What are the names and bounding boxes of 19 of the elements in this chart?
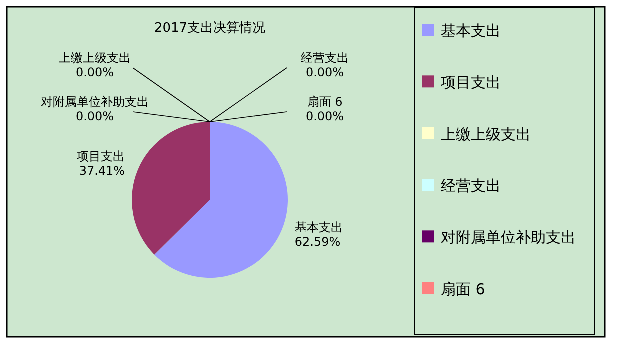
category-label: 经营支出 [301,51,349,65]
category-label: 扇面 6 [307,95,343,109]
legend-label: 经营支出 [441,177,501,195]
legend-label: 基本支出 [441,22,501,40]
data-label: 37.41% [79,164,126,178]
slice-label: 基本支出 [294,220,343,234]
legend-label: 项目支出 [441,74,501,92]
text: 2017支出决算情况 [154,21,266,36]
text: 0.00% [306,109,344,124]
text: 0.00% [76,65,114,80]
text: 0.00% [306,65,344,80]
legend-label: 扇面 6 [441,280,486,298]
legend-label: 对附属单位补助支出 [441,228,576,247]
legend-label: 上缴上级支出 [441,125,531,144]
slice-label: 项目支出 [77,150,126,164]
category-label: 对附属单位补助支出 [41,95,149,109]
data-label: 62.59% [294,234,341,249]
text: 0.00% [76,109,114,124]
category-label: 上缴上级支出 [59,51,131,65]
